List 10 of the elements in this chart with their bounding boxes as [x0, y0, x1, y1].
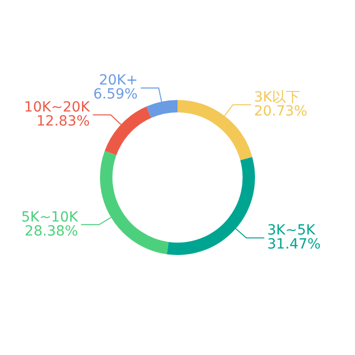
- data-label: 28.38%: [24, 223, 78, 240]
- slice-label: 3K以下: [254, 89, 300, 106]
- slice-label: 10K~20K: [24, 100, 91, 116]
- data-label: 31.47%: [267, 236, 321, 252]
- slice-label: 5K~10K: [21, 209, 79, 226]
- data-label: 6.59%: [93, 86, 138, 103]
- slice-label: 3K~5K: [267, 222, 316, 238]
- data-label: 12.83%: [36, 114, 90, 130]
- slice-label: 20K+: [98, 72, 138, 89]
- data-label: 20.73%: [254, 103, 308, 120]
